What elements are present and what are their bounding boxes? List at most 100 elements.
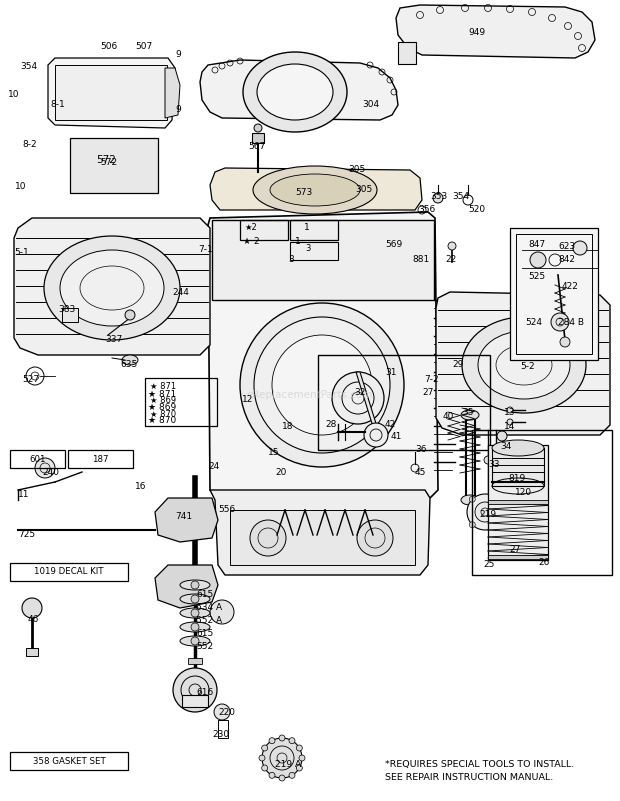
Text: 1: 1 <box>304 223 310 232</box>
Circle shape <box>332 372 384 424</box>
Text: 556: 556 <box>218 505 235 514</box>
Circle shape <box>495 521 501 528</box>
Text: 40: 40 <box>443 412 454 421</box>
Text: 42: 42 <box>385 420 396 429</box>
Text: 847: 847 <box>528 240 545 249</box>
Text: 525: 525 <box>528 272 545 281</box>
Ellipse shape <box>122 355 138 365</box>
Ellipse shape <box>257 64 333 120</box>
Text: 337: 337 <box>105 335 122 344</box>
Circle shape <box>262 738 302 778</box>
Text: 552: 552 <box>196 642 213 651</box>
Circle shape <box>191 609 199 617</box>
Circle shape <box>495 497 501 502</box>
Text: 354: 354 <box>20 62 37 71</box>
Text: 1019 DECAL KIT: 1019 DECAL KIT <box>34 567 104 577</box>
Text: 34: 34 <box>500 442 511 451</box>
Text: 5-1: 5-1 <box>14 248 29 257</box>
Text: 244: 244 <box>172 288 189 297</box>
Text: 35: 35 <box>462 408 474 417</box>
Text: 45: 45 <box>415 468 427 477</box>
Text: 11: 11 <box>18 490 30 499</box>
Bar <box>55 65 167 120</box>
Text: ★2: ★2 <box>244 223 257 232</box>
Text: 10: 10 <box>8 90 19 99</box>
Text: 240: 240 <box>42 468 59 477</box>
Text: 28: 28 <box>325 420 337 429</box>
Text: 8-2: 8-2 <box>22 140 37 149</box>
Text: 27: 27 <box>422 388 433 397</box>
Circle shape <box>240 303 404 467</box>
Text: 358 GASKET SET: 358 GASKET SET <box>33 756 105 766</box>
Circle shape <box>272 335 372 435</box>
Text: 819: 819 <box>508 474 525 483</box>
Text: 569: 569 <box>385 240 402 249</box>
Text: 18: 18 <box>282 422 293 431</box>
Text: 10: 10 <box>15 182 27 191</box>
Bar <box>212 220 434 300</box>
Polygon shape <box>396 5 595 58</box>
Text: 552 A: 552 A <box>196 616 222 625</box>
Text: 725: 725 <box>18 530 35 539</box>
Polygon shape <box>14 218 210 355</box>
Circle shape <box>484 456 492 464</box>
Text: ★ 869: ★ 869 <box>150 396 176 405</box>
Bar <box>472 430 612 575</box>
Circle shape <box>296 745 303 751</box>
Text: 507: 507 <box>135 42 153 51</box>
Circle shape <box>269 772 275 779</box>
Text: 3: 3 <box>305 244 311 253</box>
Bar <box>62 308 78 322</box>
Text: 284 B: 284 B <box>558 318 584 327</box>
Circle shape <box>279 735 285 741</box>
Text: 31: 31 <box>385 368 397 377</box>
Circle shape <box>475 502 495 522</box>
Text: 33: 33 <box>488 460 500 469</box>
Circle shape <box>448 242 456 250</box>
Text: 20: 20 <box>275 468 286 477</box>
Bar <box>26 648 38 656</box>
Bar <box>145 378 217 426</box>
Circle shape <box>551 313 569 331</box>
Bar <box>488 555 548 559</box>
Polygon shape <box>356 372 378 430</box>
Circle shape <box>269 738 275 743</box>
Ellipse shape <box>44 236 180 340</box>
Circle shape <box>503 469 513 479</box>
Text: 7-2: 7-2 <box>424 375 438 384</box>
Circle shape <box>497 431 507 441</box>
Text: eReplacementParts.com: eReplacementParts.com <box>247 390 373 400</box>
Bar <box>488 500 548 504</box>
Ellipse shape <box>180 580 210 590</box>
Polygon shape <box>155 565 218 608</box>
Circle shape <box>469 521 476 528</box>
Text: ★ 870: ★ 870 <box>150 410 176 419</box>
Circle shape <box>469 497 476 502</box>
Bar <box>68 450 133 468</box>
Polygon shape <box>210 168 422 210</box>
Text: 27: 27 <box>509 545 520 554</box>
Text: 230: 230 <box>212 730 229 739</box>
Polygon shape <box>208 212 438 498</box>
Bar <box>252 133 264 143</box>
Text: ★ 2: ★ 2 <box>243 237 260 246</box>
Text: 9: 9 <box>175 105 181 114</box>
Text: 16: 16 <box>135 482 146 491</box>
Text: 356: 356 <box>418 205 435 214</box>
Circle shape <box>173 668 217 712</box>
Text: 616: 616 <box>196 688 213 697</box>
Text: ★ 870: ★ 870 <box>148 416 176 425</box>
Text: 36: 36 <box>415 445 427 454</box>
Text: 219 A: 219 A <box>275 760 301 769</box>
Bar <box>290 220 338 240</box>
Bar <box>516 234 592 354</box>
Polygon shape <box>200 60 398 120</box>
Text: 219: 219 <box>479 510 496 519</box>
Bar <box>510 228 598 360</box>
Ellipse shape <box>180 636 210 646</box>
Text: 8-1: 8-1 <box>50 100 64 109</box>
Bar <box>505 482 515 489</box>
Bar <box>240 220 288 240</box>
Text: 741: 741 <box>175 512 192 521</box>
Circle shape <box>507 407 513 413</box>
